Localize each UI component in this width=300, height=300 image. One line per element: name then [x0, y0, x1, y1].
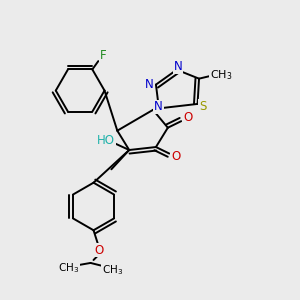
- Text: N: N: [145, 78, 154, 91]
- Text: CH$_3$: CH$_3$: [102, 263, 123, 277]
- Text: N: N: [174, 60, 183, 73]
- Text: N: N: [154, 100, 163, 113]
- Text: CH$_3$: CH$_3$: [58, 261, 80, 275]
- Text: S: S: [199, 100, 207, 113]
- Text: HO: HO: [97, 134, 115, 147]
- Text: F: F: [100, 49, 107, 62]
- Text: CH$_3$: CH$_3$: [210, 68, 233, 82]
- Text: O: O: [95, 244, 104, 257]
- Text: O: O: [171, 150, 181, 163]
- Text: O: O: [183, 111, 192, 124]
